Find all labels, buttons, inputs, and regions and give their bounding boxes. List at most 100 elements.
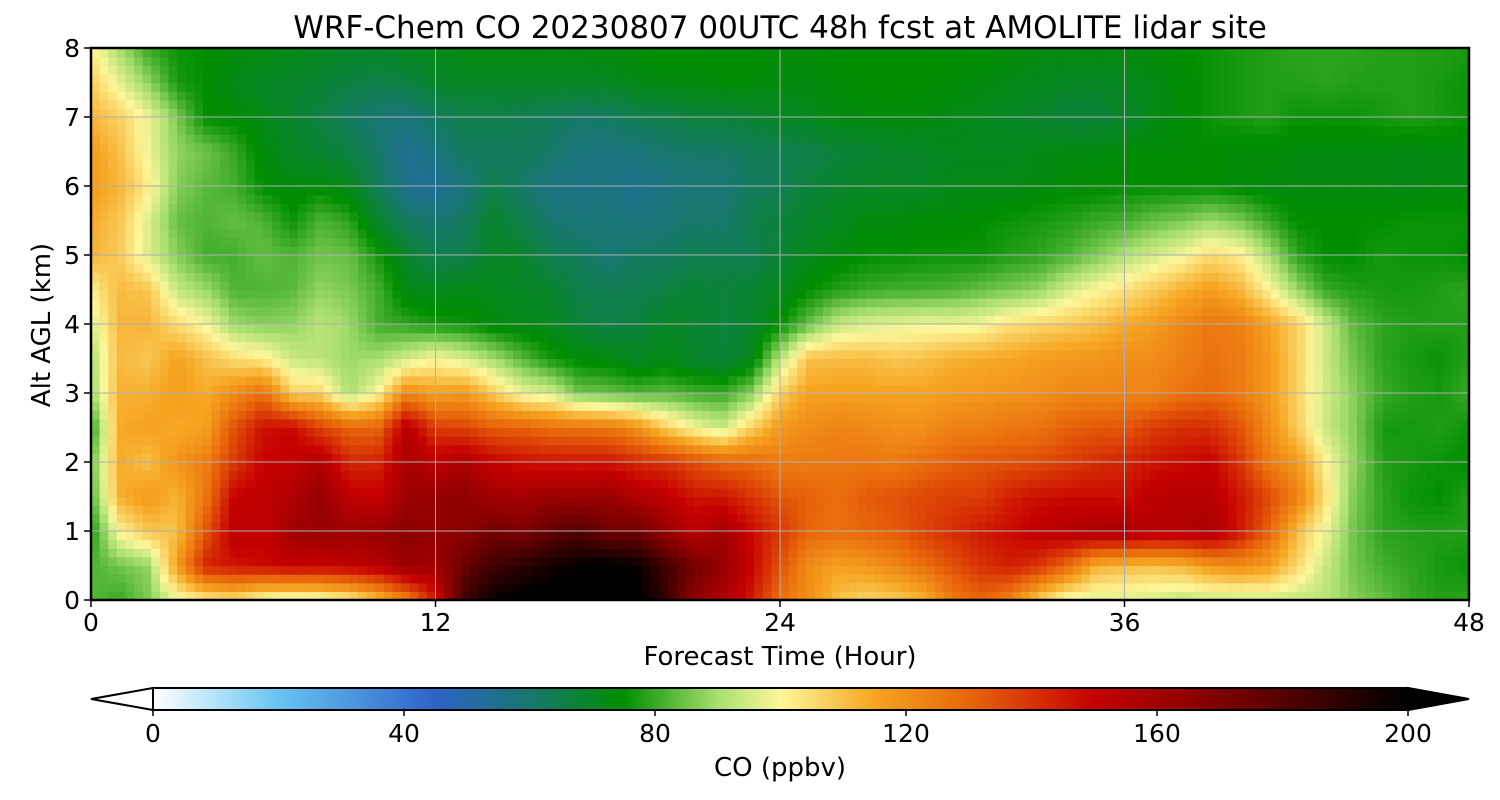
- field-cell: [1245, 427, 1255, 437]
- field-cell: [478, 462, 488, 472]
- field-cell: [521, 401, 531, 411]
- field-cell: [332, 453, 342, 463]
- field-cell: [986, 565, 996, 575]
- field-cell: [99, 427, 109, 437]
- field-cell: [754, 332, 764, 342]
- field-cell: [1081, 427, 1091, 437]
- field-cell: [1253, 574, 1263, 584]
- field-cell: [452, 367, 462, 377]
- field-cell: [831, 496, 841, 506]
- field-cell: [823, 487, 833, 498]
- field-cell: [177, 582, 187, 592]
- field-cell: [642, 436, 652, 446]
- field-cell: [383, 436, 394, 446]
- field-cell: [978, 384, 988, 394]
- field-cell: [418, 479, 428, 489]
- field-cell: [99, 453, 109, 463]
- field-cell: [891, 410, 902, 420]
- field-cell: [754, 539, 764, 549]
- field-cell: [538, 539, 549, 549]
- field-cell: [228, 401, 239, 411]
- field-cell: [444, 418, 454, 429]
- field-cell: [1425, 496, 1436, 506]
- field-cell: [461, 531, 471, 541]
- field-cell: [685, 531, 695, 541]
- field-cell: [392, 574, 402, 584]
- field-cell: [1357, 427, 1367, 437]
- field-cell: [900, 401, 910, 411]
- field-cell: [168, 513, 178, 523]
- field-cell: [814, 582, 824, 592]
- field-cell: [297, 565, 307, 575]
- field-cell: [659, 444, 669, 454]
- field-cell: [685, 591, 695, 601]
- field-cell: [1460, 479, 1470, 489]
- field-cell: [168, 358, 178, 368]
- field-cell: [357, 341, 368, 351]
- field-cell: [461, 565, 471, 575]
- field-cell: [280, 453, 290, 463]
- field-cell: [1046, 410, 1057, 420]
- field-cell: [1150, 496, 1160, 506]
- field-cell: [142, 324, 152, 334]
- field-cell: [1365, 401, 1375, 411]
- field-cell: [1081, 539, 1091, 549]
- field-cell: [1451, 496, 1461, 506]
- field-cell: [659, 384, 669, 394]
- field-cell: [1012, 470, 1022, 480]
- field-cell: [1064, 393, 1074, 403]
- field-cell: [650, 505, 661, 515]
- field-cell: [401, 453, 411, 463]
- field-cell: [444, 522, 454, 532]
- field-cell: [917, 470, 928, 480]
- field-cell: [1064, 539, 1074, 549]
- field-cell: [624, 393, 635, 403]
- field-cell: [1322, 539, 1332, 549]
- field-cell: [263, 349, 273, 360]
- field-cell: [1081, 418, 1091, 429]
- field-cell: [1400, 410, 1410, 420]
- field-cell: [1348, 401, 1358, 411]
- field-cell: [1219, 522, 1229, 532]
- field-cell: [969, 470, 979, 480]
- field-cell: [185, 565, 195, 575]
- field-cell: [668, 393, 678, 403]
- field-cell: [91, 470, 101, 480]
- field-cell: [1176, 513, 1186, 523]
- field-cell: [444, 531, 454, 541]
- field-cell: [676, 531, 686, 541]
- field-cell: [1451, 427, 1461, 437]
- field-cell: [1003, 539, 1014, 549]
- field-cell: [900, 522, 910, 532]
- field-cell: [1124, 349, 1134, 360]
- field-cell: [1357, 410, 1367, 420]
- field-cell: [1434, 427, 1444, 437]
- field-cell: [573, 453, 583, 463]
- field-cell: [392, 375, 402, 385]
- field-cell: [478, 496, 488, 506]
- field-cell: [185, 505, 195, 515]
- field-cell: [650, 470, 661, 480]
- field-cell: [814, 556, 824, 567]
- field-cell: [280, 513, 290, 523]
- field-cell: [797, 341, 807, 351]
- field-cell: [1270, 479, 1281, 489]
- field-cell: [891, 427, 902, 437]
- field-cell: [1357, 539, 1367, 549]
- field-cell: [108, 582, 118, 592]
- field-cell: [1365, 332, 1375, 342]
- field-cell: [1451, 513, 1461, 523]
- field-cell: [1391, 462, 1401, 472]
- field-cell: [771, 574, 781, 584]
- field-cell: [151, 574, 161, 584]
- field-cell: [840, 479, 850, 489]
- field-cell: [1055, 332, 1065, 342]
- field-cell: [1365, 418, 1375, 429]
- field-cell: [1141, 358, 1151, 368]
- field-cell: [444, 582, 454, 592]
- field-cell: [375, 375, 385, 385]
- field-cell: [1090, 349, 1100, 360]
- field-cell: [1296, 513, 1306, 523]
- field-cell: [616, 505, 626, 515]
- field-cell: [1400, 591, 1410, 601]
